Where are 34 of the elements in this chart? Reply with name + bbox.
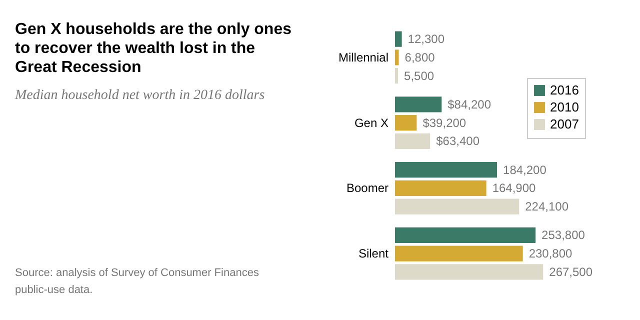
data-label: 5,500 bbox=[404, 68, 434, 83]
source-note: Source: analysis of Survey of Consumer Finances public-use data. bbox=[15, 267, 260, 296]
y-tick-label: Gen X bbox=[354, 116, 388, 130]
bar bbox=[395, 133, 430, 149]
bar bbox=[395, 68, 398, 84]
data-label: 267,500 bbox=[549, 264, 593, 279]
data-label: $63,400 bbox=[436, 134, 480, 148]
y-tick-label: Millennial bbox=[338, 50, 388, 64]
data-label: $84,200 bbox=[448, 97, 492, 112]
data-label: 224,100 bbox=[525, 200, 569, 214]
legend-label: 2016 bbox=[550, 82, 579, 98]
bar bbox=[395, 31, 402, 47]
text: Gen X households are the only ones to recover the wealth lost in the Great Recession bbox=[15, 21, 292, 76]
data-label: 253,800 bbox=[542, 228, 586, 242]
legend-label: 2007 bbox=[550, 116, 579, 132]
data-label: 230,800 bbox=[528, 246, 573, 261]
bar bbox=[395, 180, 486, 196]
bar bbox=[395, 115, 417, 131]
text: Median household net worth in 2016 dollars bbox=[14, 88, 266, 103]
bar bbox=[395, 50, 399, 66]
data-label: 6,800 bbox=[404, 50, 436, 64]
y-tick-label: Silent bbox=[358, 246, 390, 261]
data-label: 184,200 bbox=[503, 162, 547, 177]
data-label: 164,900 bbox=[492, 181, 536, 196]
bar bbox=[395, 162, 498, 178]
data-label: 12,300 bbox=[408, 32, 445, 46]
bar bbox=[395, 96, 442, 112]
legend-label: 2010 bbox=[550, 100, 579, 114]
bar bbox=[395, 198, 520, 214]
bar bbox=[395, 227, 536, 244]
y-tick-label: Boomer bbox=[346, 181, 388, 196]
bar bbox=[395, 246, 523, 262]
bar bbox=[395, 264, 544, 280]
data-label: $39,200 bbox=[422, 116, 466, 130]
